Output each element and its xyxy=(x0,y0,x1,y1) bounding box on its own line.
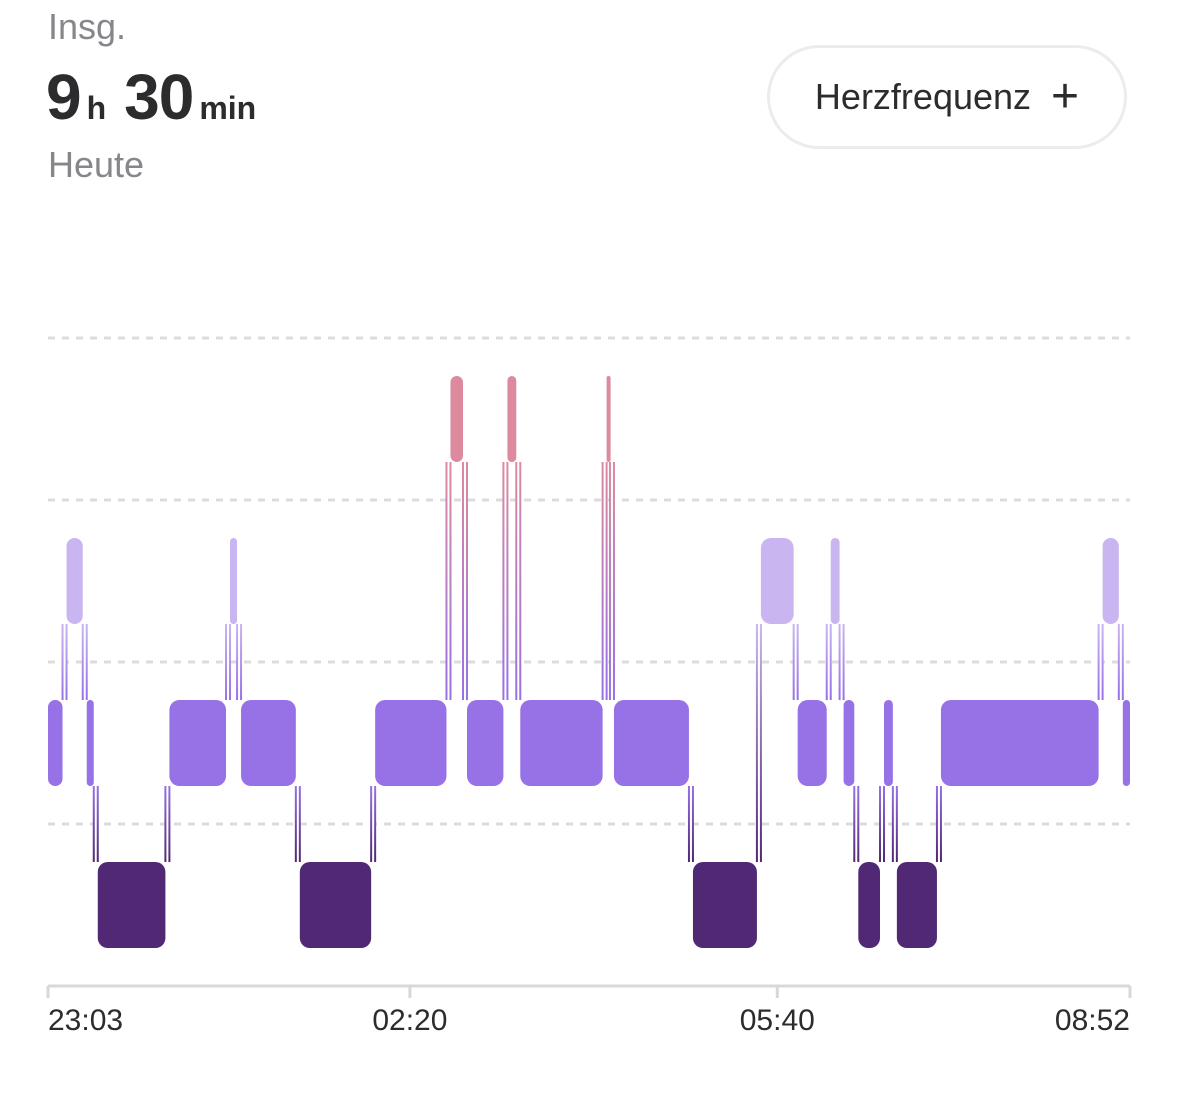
sleep-segment-core xyxy=(241,700,296,786)
stage-transition-gap xyxy=(63,624,66,700)
stage-transition-gap xyxy=(855,786,858,862)
stage-transition-gap xyxy=(840,624,843,700)
sleep-segment-rem xyxy=(760,538,794,624)
heart-rate-button-label: Herzfrequenz xyxy=(814,76,1032,117)
sleep-segment-awake xyxy=(507,376,517,462)
total-label: Insg. xyxy=(48,6,127,47)
sleep-segment-deep xyxy=(858,862,881,948)
sleep-segment-core xyxy=(884,700,893,786)
hours-unit: h xyxy=(86,90,107,126)
sleep-segment-core xyxy=(375,700,447,786)
heart-rate-button[interactable]: Herzfrequenz + xyxy=(767,45,1127,149)
stage-transition-gap xyxy=(83,624,86,700)
sleep-segment-rem xyxy=(230,538,238,624)
sleep-segment-core xyxy=(86,700,94,786)
sleep-segment-core xyxy=(940,700,1099,786)
sleep-segment-core xyxy=(169,700,227,786)
stage-transition-gap xyxy=(881,786,884,862)
sleep-segment-rem xyxy=(1102,538,1119,624)
minutes-unit: min xyxy=(199,90,257,126)
stage-transition-gap xyxy=(227,624,230,700)
sleep-segment-deep xyxy=(97,862,166,948)
stage-transition-gap xyxy=(372,786,375,862)
stage-transition-gap xyxy=(94,786,97,862)
stage-transition-gap xyxy=(517,462,520,700)
minutes-value: 30 xyxy=(124,61,194,133)
date-label: Heute xyxy=(48,144,145,185)
x-tick-label: 05:40 xyxy=(740,1004,815,1037)
stage-transition-gap xyxy=(504,462,507,700)
stage-transition-gap xyxy=(794,624,797,700)
stage-transition-gap xyxy=(827,624,830,700)
stage-transition-gap xyxy=(1119,624,1122,700)
stage-transition-gap xyxy=(603,462,606,700)
sleep-segment-rem xyxy=(66,538,83,624)
stage-transition-gap xyxy=(1099,624,1102,700)
stage-transition-gap xyxy=(689,786,692,862)
sleep-segment-core xyxy=(843,700,855,786)
sleep-segment-core xyxy=(1122,700,1130,786)
sleep-segment-core xyxy=(48,700,63,786)
hours-value: 9 xyxy=(46,61,82,133)
total-duration: 9 h 30 min xyxy=(46,60,274,134)
x-tick-label: 02:20 xyxy=(372,1004,447,1037)
sleep-segment-core xyxy=(467,700,504,786)
plus-icon: + xyxy=(1051,70,1080,123)
stage-transition-gap xyxy=(296,786,299,862)
stage-transition-gap xyxy=(447,462,450,700)
sleep-segment-core xyxy=(520,700,603,786)
sleep-segment-awake xyxy=(606,376,611,462)
x-tick-label: 23:03 xyxy=(48,1004,123,1037)
sleep-segment-deep xyxy=(896,862,937,948)
sleep-segment-core xyxy=(613,700,689,786)
stage-transition-gap xyxy=(166,786,169,862)
sleep-segment-awake xyxy=(450,376,464,462)
stage-transition-gap xyxy=(937,786,940,862)
sleep-segment-deep xyxy=(299,862,372,948)
sleep-segment-core xyxy=(797,700,827,786)
stage-transition-gap xyxy=(238,624,241,700)
x-tick-label: 08:52 xyxy=(1055,1004,1130,1037)
stage-transition-gap xyxy=(893,786,896,862)
sleep-segment-rem xyxy=(830,538,840,624)
stage-transition-gap xyxy=(757,624,760,862)
stage-transition-gap xyxy=(464,462,467,700)
stage-transition-gap xyxy=(610,462,613,700)
sleep-segment-deep xyxy=(692,862,757,948)
